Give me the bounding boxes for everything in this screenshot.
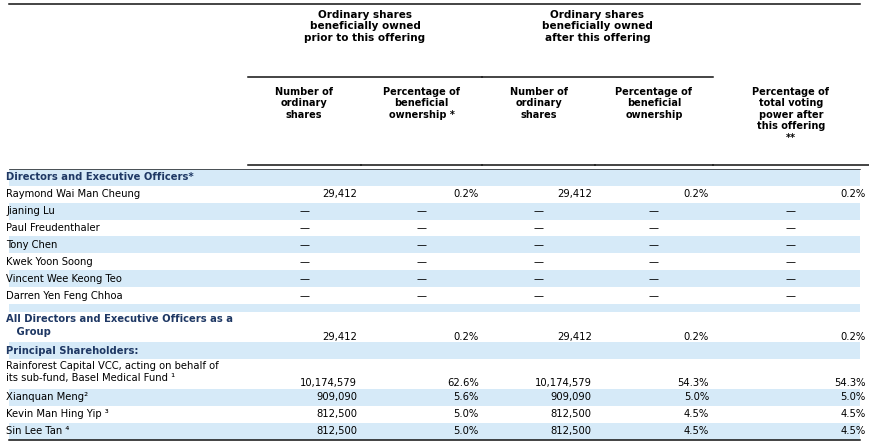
Text: 4.5%: 4.5% [684,409,709,419]
Text: 29,412: 29,412 [557,332,592,342]
Text: Percentage of
beneficial
ownership *: Percentage of beneficial ownership * [383,87,460,120]
Text: —: — [416,240,427,250]
Text: 5.0%: 5.0% [454,426,479,436]
Bar [9,219,860,236]
Text: Number of
ordinary
shares: Number of ordinary shares [510,87,567,120]
Bar [9,4,860,82]
Bar [9,342,860,359]
Text: —: — [649,257,659,267]
Text: —: — [649,291,659,301]
Text: 29,412: 29,412 [557,189,592,199]
Text: Sin Lee Tan ⁴: Sin Lee Tan ⁴ [6,426,70,436]
Text: —: — [786,206,796,216]
Text: Ordinary shares
beneficially owned
after this offering: Ordinary shares beneficially owned after… [542,10,653,43]
Bar [9,389,860,406]
Text: 5.6%: 5.6% [454,392,479,402]
Bar [9,202,860,219]
Text: Number of
ordinary
shares: Number of ordinary shares [275,87,333,120]
Text: —: — [534,274,544,284]
Text: 10,174,579: 10,174,579 [534,378,592,388]
Text: 812,500: 812,500 [551,426,592,436]
Text: —: — [649,206,659,216]
Text: —: — [534,206,544,216]
Bar [9,287,860,304]
Bar [9,186,860,202]
Text: Darren Yen Feng Chhoa: Darren Yen Feng Chhoa [6,291,123,301]
Bar [9,359,860,389]
Text: —: — [299,291,309,301]
Text: Directors and Executive Officers*: Directors and Executive Officers* [6,172,194,182]
Text: —: — [786,257,796,267]
Text: 5.0%: 5.0% [840,392,866,402]
Text: 29,412: 29,412 [322,332,357,342]
Text: —: — [534,257,544,267]
Text: Tony Chen: Tony Chen [6,240,57,250]
Bar [9,82,860,169]
Text: 5.0%: 5.0% [454,409,479,419]
Bar [9,423,860,440]
Text: 0.2%: 0.2% [684,189,709,199]
Text: 812,500: 812,500 [316,409,357,419]
Bar [9,254,860,270]
Text: 54.3%: 54.3% [834,378,866,388]
Text: Vincent Wee Keong Teo: Vincent Wee Keong Teo [6,274,122,284]
Text: Paul Freudenthaler: Paul Freudenthaler [6,223,100,233]
Text: 909,090: 909,090 [551,392,592,402]
Bar [9,304,860,313]
Text: —: — [786,240,796,250]
Text: 909,090: 909,090 [316,392,357,402]
Text: 4.5%: 4.5% [840,409,866,419]
Text: —: — [786,274,796,284]
Text: —: — [416,291,427,301]
Text: —: — [299,240,309,250]
Text: Kevin Man Hing Yip ³: Kevin Man Hing Yip ³ [6,409,109,419]
Text: Ordinary shares
beneficially owned
prior to this offering: Ordinary shares beneficially owned prior… [304,10,426,43]
Text: —: — [786,223,796,233]
Text: —: — [534,223,544,233]
Text: 0.2%: 0.2% [454,332,479,342]
Text: —: — [299,274,309,284]
Bar [9,169,860,186]
Text: —: — [649,240,659,250]
Text: Raymond Wai Man Cheung: Raymond Wai Man Cheung [6,189,140,199]
Text: Rainforest Capital VCC, acting on behalf of
its sub-fund, Basel Medical Fund ¹: Rainforest Capital VCC, acting on behalf… [6,361,219,383]
Text: —: — [649,223,659,233]
Text: —: — [534,291,544,301]
Text: —: — [416,257,427,267]
Text: 812,500: 812,500 [316,426,357,436]
Text: —: — [299,206,309,216]
Text: Principal Shareholders:: Principal Shareholders: [6,345,138,356]
Bar [9,270,860,287]
Bar [9,406,860,423]
Text: 0.2%: 0.2% [454,189,479,199]
Text: 4.5%: 4.5% [840,426,866,436]
Text: Percentage of
beneficial
ownership: Percentage of beneficial ownership [615,87,693,120]
Bar [9,236,860,254]
Text: 54.3%: 54.3% [678,378,709,388]
Bar [9,313,860,342]
Text: 0.2%: 0.2% [840,189,866,199]
Text: Jianing Lu: Jianing Lu [6,206,55,216]
Text: —: — [299,223,309,233]
Text: Xianquan Meng²: Xianquan Meng² [6,392,89,402]
Text: Percentage of
total voting
power after
this offering
**: Percentage of total voting power after t… [753,87,829,143]
Text: All Directors and Executive Officers as a
   Group: All Directors and Executive Officers as … [6,314,233,337]
Text: —: — [299,257,309,267]
Text: —: — [416,223,427,233]
Text: 0.2%: 0.2% [684,332,709,342]
Text: Kwek Yoon Soong: Kwek Yoon Soong [6,257,93,267]
Text: 62.6%: 62.6% [447,378,479,388]
Text: —: — [416,206,427,216]
Text: —: — [649,274,659,284]
Text: 0.2%: 0.2% [840,332,866,342]
Text: 812,500: 812,500 [551,409,592,419]
Text: 5.0%: 5.0% [684,392,709,402]
Text: —: — [416,274,427,284]
Text: 4.5%: 4.5% [684,426,709,436]
Text: —: — [534,240,544,250]
Text: —: — [786,291,796,301]
Text: 29,412: 29,412 [322,189,357,199]
Text: 10,174,579: 10,174,579 [300,378,357,388]
